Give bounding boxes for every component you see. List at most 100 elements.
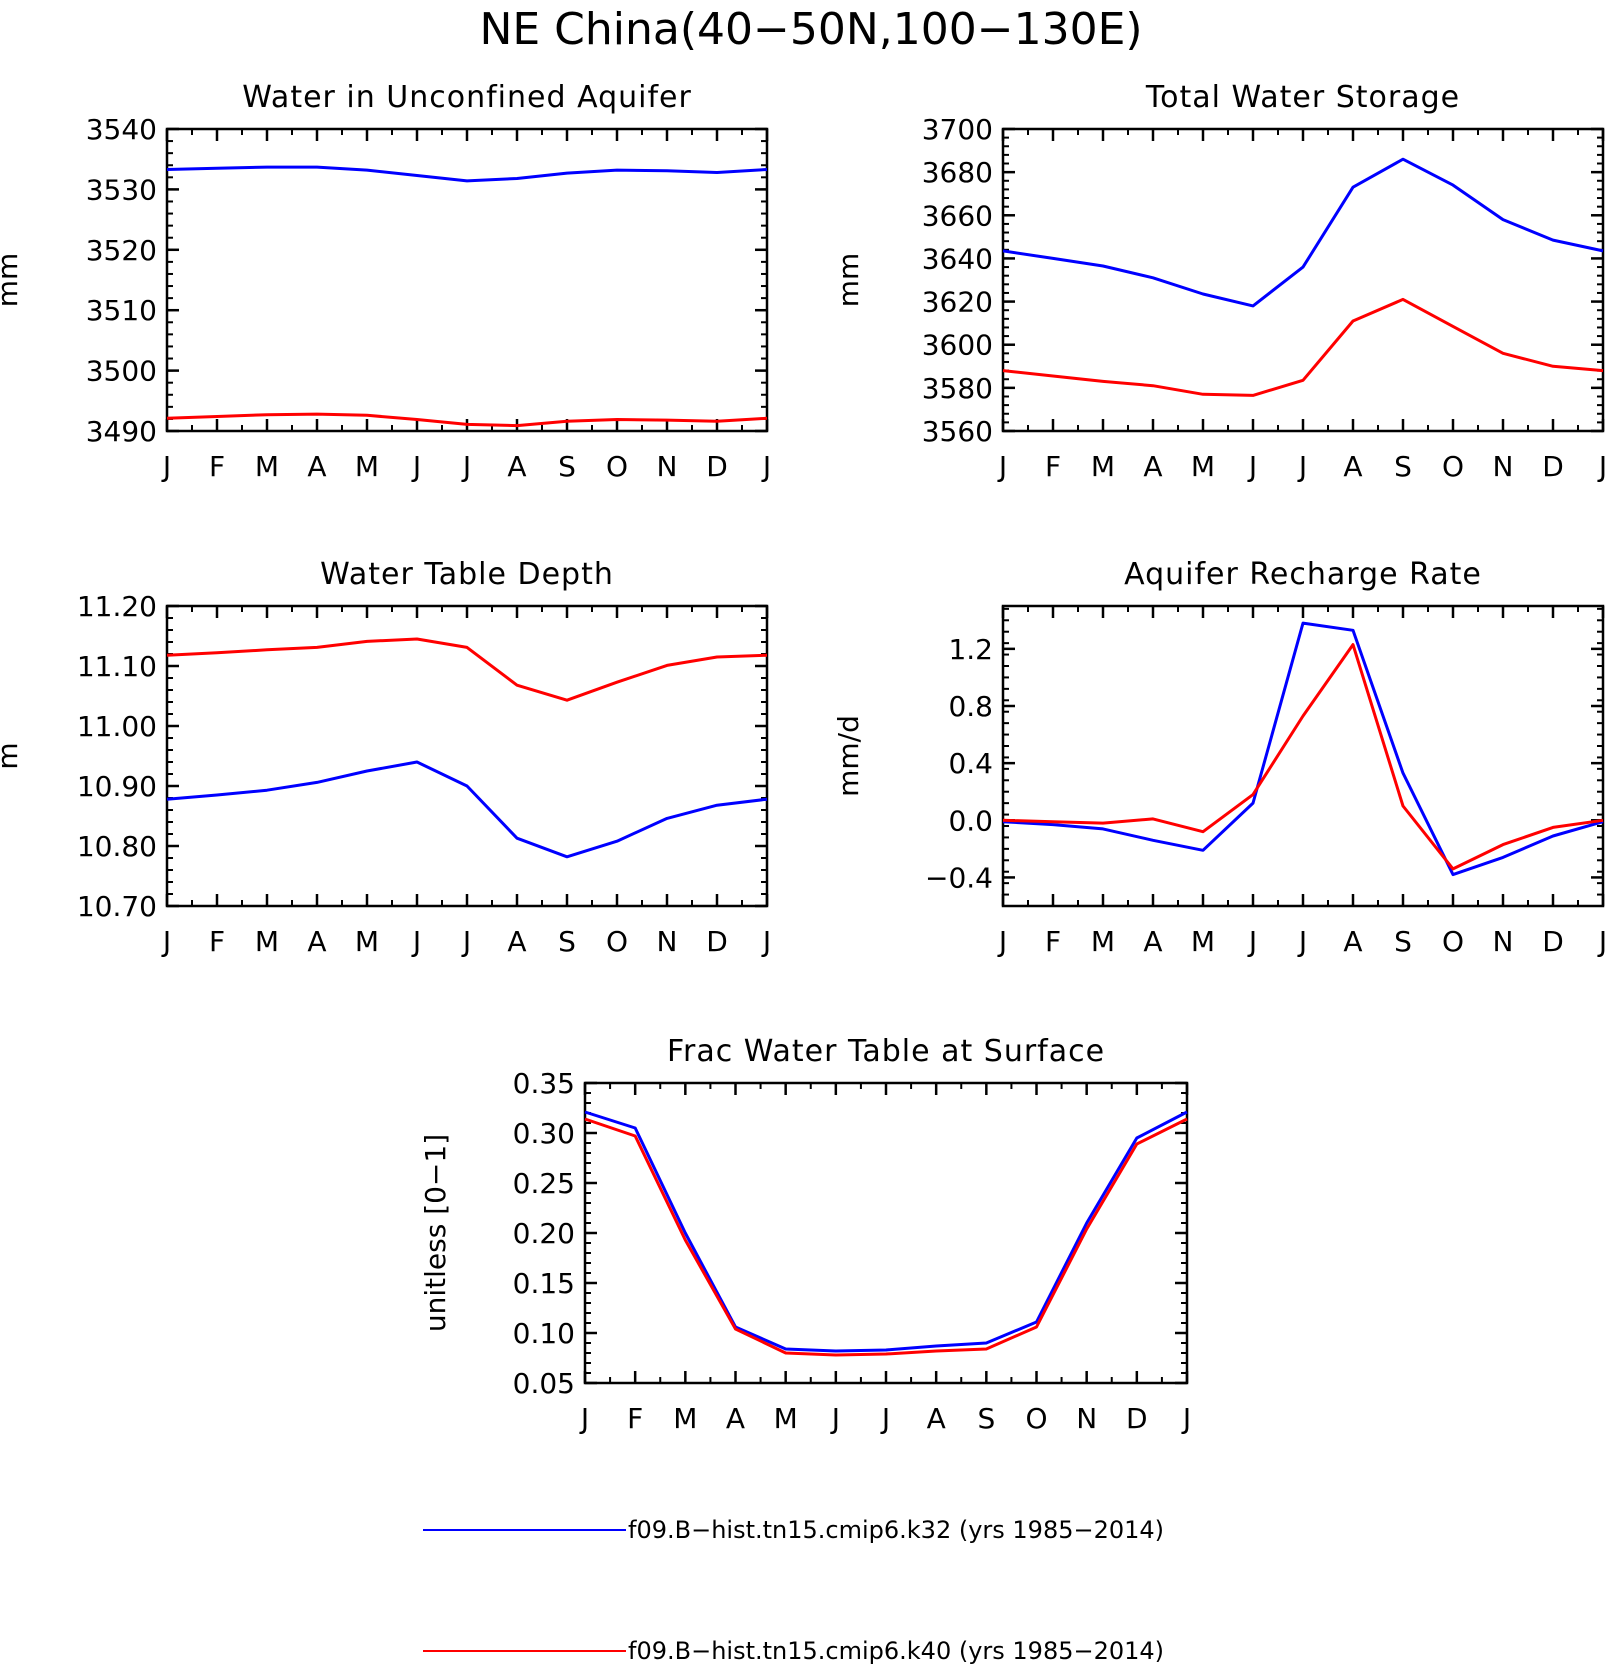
x-tick-label: A [927,1402,946,1435]
y-axis-label: mm [0,253,24,308]
series-line-k32 [166,165,768,183]
x-tick-label: D [1542,450,1564,483]
legend-label-k32: f09.B−hist.tn15.cmip6.k32 (yrs 1985−2014… [628,1516,1164,1544]
y-tick-label: 0.15 [513,1267,575,1300]
x-tick-label: F [1045,450,1061,483]
y-tick-label: 11.20 [77,590,157,623]
x-tick-label: J [761,925,771,958]
x-tick-label: J [997,925,1007,958]
y-axis-label: m [0,742,24,769]
x-tick-label: J [880,1402,890,1435]
x-tick-label: N [1493,925,1514,958]
legend-item-k32: f09.B−hist.tn15.cmip6.k32 (yrs 1985−2014… [423,1516,1164,1544]
x-tick-label: A [307,450,326,483]
panel-title: Total Water Storage [1145,80,1460,115]
x-tick-label: F [627,1402,643,1435]
y-tick-label: 3510 [86,294,157,327]
x-tick-label: M [355,450,379,483]
plot-frame [165,127,769,433]
series-line-k40 [166,412,768,428]
x-tick-label: O [606,450,628,483]
x-tick-label: J [761,450,771,483]
x-tick-label: J [1297,925,1307,958]
y-tick-label: 0.05 [513,1367,575,1400]
x-tick-label: O [1442,450,1464,483]
y-tick-label: 0.35 [513,1067,575,1100]
x-tick-label: M [255,450,279,483]
y-tick-label: 0.0 [948,804,993,837]
x-tick-label: A [1143,450,1162,483]
x-tick-label: J [997,450,1007,483]
series-line-k40 [166,637,768,702]
y-tick-label: 10.90 [77,770,157,803]
y-tick-label: 10.80 [77,830,157,863]
y-tick-label: 0.10 [513,1317,575,1350]
x-tick-label: J [1597,450,1607,483]
x-tick-label: J [1597,925,1607,958]
x-tick-label: F [209,450,225,483]
plot-frame [1001,127,1605,433]
series-line-k32 [166,760,768,859]
y-tick-label: 0.30 [513,1117,575,1150]
x-tick-label: N [657,925,678,958]
x-tick-label: D [1542,925,1564,958]
y-tick-label: 3580 [922,372,993,405]
x-tick-label: O [1025,1402,1047,1435]
x-tick-label: A [1343,450,1362,483]
plot-frame [583,1081,1189,1385]
x-tick-label: J [411,925,421,958]
x-tick-label: D [1126,1402,1148,1435]
y-tick-label: 3540 [86,113,157,146]
x-tick-label: J [1181,1402,1191,1435]
y-tick-label: 10.70 [77,890,157,923]
x-tick-label: M [355,925,379,958]
x-tick-label: J [161,450,171,483]
series-line-k40 [1002,297,1604,397]
x-tick-label: D [706,925,728,958]
series-line-k32 [1002,157,1604,308]
x-tick-label: J [830,1402,840,1435]
x-tick-label: S [558,925,576,958]
x-tick-label: J [161,925,171,958]
x-tick-label: S [977,1402,995,1435]
x-tick-label: N [1076,1402,1097,1435]
y-tick-label: 3680 [922,156,993,189]
y-axis-label: mm/d [832,715,865,797]
y-tick-label: 3560 [922,415,993,448]
x-tick-label: S [558,450,576,483]
x-tick-label: M [1091,450,1115,483]
x-tick-label: J [579,1402,589,1435]
legend-label-k40: f09.B−hist.tn15.cmip6.k40 (yrs 1985−2014… [628,1637,1164,1665]
y-tick-label: 0.8 [948,690,993,723]
legend: f09.B−hist.tn15.cmip6.k32 (yrs 1985−2014… [423,1516,1164,1665]
x-tick-label: A [507,925,526,958]
y-tick-label: 3520 [86,234,157,267]
legend-item-k40: f09.B−hist.tn15.cmip6.k40 (yrs 1985−2014… [423,1637,1164,1665]
x-tick-label: N [657,450,678,483]
x-tick-label: N [1493,450,1514,483]
x-tick-label: J [411,450,421,483]
x-tick-label: S [1394,925,1412,958]
x-tick-label: M [1091,925,1115,958]
x-tick-label: M [1191,450,1215,483]
y-axis-label: unitless [0−1] [419,1134,452,1332]
y-tick-label: 3600 [922,329,993,362]
series-line-k40 [584,1117,1188,1357]
panel-title: Aquifer Recharge Rate [1124,557,1482,592]
x-tick-label: A [507,450,526,483]
x-tick-label: D [706,450,728,483]
y-tick-label: 0.25 [513,1167,575,1200]
x-tick-label: J [1247,450,1257,483]
y-tick-label: 3530 [86,173,157,206]
y-tick-label: −0.4 [925,861,993,894]
y-tick-label: 3660 [922,199,993,232]
figure-title: NE China(40−50N,100−130E) [479,4,1142,55]
x-tick-label: F [1045,925,1061,958]
y-tick-label: 3700 [922,113,993,146]
plot-frame [1001,604,1605,908]
x-tick-label: A [307,925,326,958]
x-tick-label: A [1143,925,1162,958]
